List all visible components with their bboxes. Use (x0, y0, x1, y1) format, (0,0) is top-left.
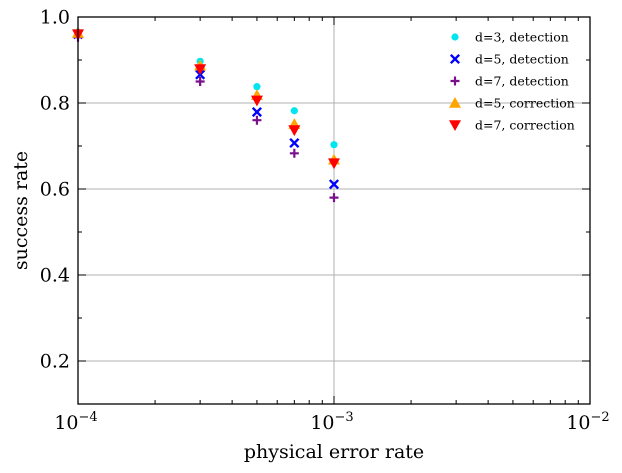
data-point (329, 193, 339, 203)
y-tick-label: 0.2 (40, 351, 70, 373)
legend-label: d=7, detection (475, 74, 569, 89)
x-tick-label: 10−2 (566, 410, 609, 434)
data-point (195, 77, 205, 86)
x-axis-title: physical error rate (244, 441, 424, 463)
legend-marker (449, 97, 461, 108)
y-tick-label: 1.0 (40, 7, 70, 29)
data-points (72, 26, 340, 203)
legend: d=3, detection d=5, detection d=7, detecti… (449, 30, 575, 133)
data-point (251, 106, 262, 118)
legend-marker (449, 120, 461, 131)
data-point (253, 83, 261, 91)
legend-marker (449, 53, 461, 65)
data-point (289, 137, 300, 149)
data-point (250, 95, 263, 107)
data-point (330, 141, 338, 149)
plot-frame (77, 16, 591, 405)
grid (78, 17, 590, 404)
data-point (252, 115, 262, 125)
y-tick-label: 0.6 (40, 179, 70, 201)
legend-label: d=7, correction (475, 118, 575, 133)
y-tick-label: 0.4 (40, 265, 70, 287)
x-tick-label: 10−3 (310, 410, 353, 434)
legend-label: d=5, detection (475, 52, 569, 67)
data-point (290, 107, 298, 115)
y-tick-label: 0.8 (40, 93, 70, 115)
x-tick-label: 10−4 (54, 410, 97, 434)
legend-marker (451, 33, 459, 41)
legend-label: d=3, detection (475, 30, 569, 45)
data-point (328, 158, 340, 170)
data-point (328, 179, 340, 190)
legend-marker (450, 76, 460, 86)
legend-label: d=5, correction (475, 96, 575, 111)
data-point (289, 148, 299, 158)
data-point (288, 125, 301, 137)
data-point (194, 64, 207, 76)
tick-labels: 10−4 10−3 10−2 0.2 0.4 0.6 0.8 1.0 (40, 7, 610, 435)
series-2 (73, 32, 339, 203)
y-axis-title: success rate (10, 151, 32, 270)
